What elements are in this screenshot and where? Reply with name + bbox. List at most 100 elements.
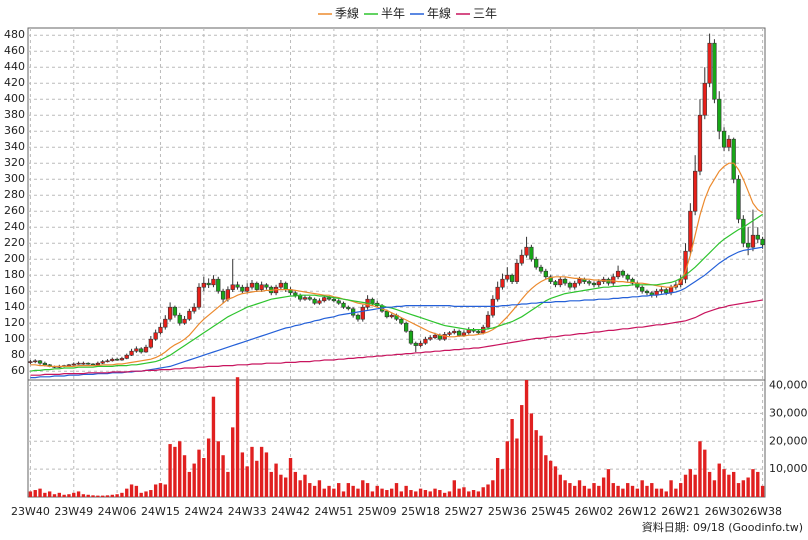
candle-body [432, 334, 438, 338]
candle-body [625, 274, 630, 280]
volume-bar [515, 438, 519, 497]
volume-bar [385, 490, 389, 497]
y-tick-label: 380 [4, 108, 25, 121]
volume-bar [255, 460, 259, 497]
volume-bar [308, 483, 312, 497]
volume-bar [428, 491, 432, 497]
candle-body [644, 290, 650, 294]
candle-body [196, 286, 202, 308]
volume-bar [722, 469, 726, 497]
y2-tick-label: 10,000 [769, 462, 808, 475]
candle-body [302, 297, 308, 300]
candle-body [192, 306, 197, 312]
candle-body [702, 82, 707, 116]
candle-body [534, 258, 539, 268]
candle-body [114, 358, 120, 361]
volume-bar [341, 491, 346, 497]
candle-body [558, 278, 563, 286]
candle-body [399, 318, 404, 324]
candle-body [731, 138, 736, 180]
candle-body [124, 354, 129, 359]
x-tick-label: 24W51 [314, 505, 353, 518]
candle-body [505, 274, 510, 280]
candle-body [66, 364, 72, 367]
volume-bar [394, 483, 399, 497]
x-tick-label: 24W42 [271, 505, 310, 518]
volume-bar [62, 494, 66, 497]
candle-body [240, 286, 245, 292]
volume-bar [327, 485, 331, 497]
candle-body [42, 362, 47, 366]
volume-bar [105, 495, 110, 497]
volume-bar [442, 492, 447, 497]
volume-bar [621, 488, 625, 497]
x-tick-label: 25W27 [445, 505, 484, 518]
candle-body [413, 342, 418, 346]
volume-bar [240, 452, 245, 497]
volume-bar [361, 480, 365, 497]
candle-body [741, 218, 746, 244]
x-tick-label: 23W40 [11, 505, 50, 518]
volume-bar [597, 485, 601, 497]
candle-body [456, 330, 462, 336]
volume-bar [756, 471, 760, 497]
y-tick-label: 160 [4, 284, 25, 297]
candle-body [163, 318, 168, 328]
candle-body [105, 360, 110, 363]
volume-bar [28, 491, 33, 497]
volume-bar [558, 474, 562, 497]
x-tick-label: 24W33 [228, 505, 267, 518]
x-tick-label: 25W18 [401, 505, 440, 518]
volume-bar [433, 488, 437, 497]
legend-label: 三年 [473, 7, 497, 21]
candle-body [177, 314, 182, 324]
candle-body [408, 330, 414, 344]
candle-body [717, 98, 722, 132]
candle-body [317, 300, 322, 304]
volume-bar [96, 495, 100, 497]
volume-bar [303, 474, 307, 497]
candle-body [249, 282, 255, 288]
candle-body [259, 284, 264, 290]
volume-bar [529, 413, 534, 497]
y-tick-label: 280 [4, 188, 25, 201]
candle-body [707, 42, 712, 84]
y-tick-label: 300 [4, 172, 25, 185]
volume-bar [389, 488, 394, 497]
volume-bar [659, 488, 664, 497]
volume-bar [365, 483, 370, 497]
x-tick-label: 25W36 [488, 505, 527, 518]
volume-bar [640, 480, 644, 497]
legend-label: 半年 [381, 7, 405, 21]
volume-bar [500, 469, 505, 497]
candle-body [640, 286, 645, 292]
candle-body [312, 298, 317, 304]
volume-bar [510, 419, 514, 497]
volume-bar [120, 492, 124, 497]
candle-body [322, 297, 327, 302]
volume-bar [47, 491, 52, 497]
volume-bar [544, 455, 548, 497]
moving-average-line [30, 299, 763, 376]
volume-bar [457, 488, 461, 497]
volume-bar [467, 491, 471, 497]
y-tick-label: 480 [4, 28, 25, 41]
volume-bar [751, 469, 755, 497]
volume-bar [250, 446, 254, 497]
volume-bar [293, 471, 298, 497]
volume-bar [269, 471, 273, 497]
volume-bar [573, 485, 577, 497]
volume-bar [370, 491, 375, 497]
candle-body [245, 286, 250, 292]
volume-bar [746, 477, 750, 497]
y-tick-label: 60 [11, 364, 25, 377]
x-tick-label: 23W49 [54, 505, 93, 518]
candle-body [331, 298, 337, 302]
volume-bar [226, 471, 230, 497]
volume-bar [134, 485, 139, 497]
candle-body [485, 314, 491, 328]
volume-bar [67, 494, 71, 497]
volume-bar [568, 483, 572, 497]
candle-body [153, 332, 158, 340]
candle-body [225, 289, 231, 300]
